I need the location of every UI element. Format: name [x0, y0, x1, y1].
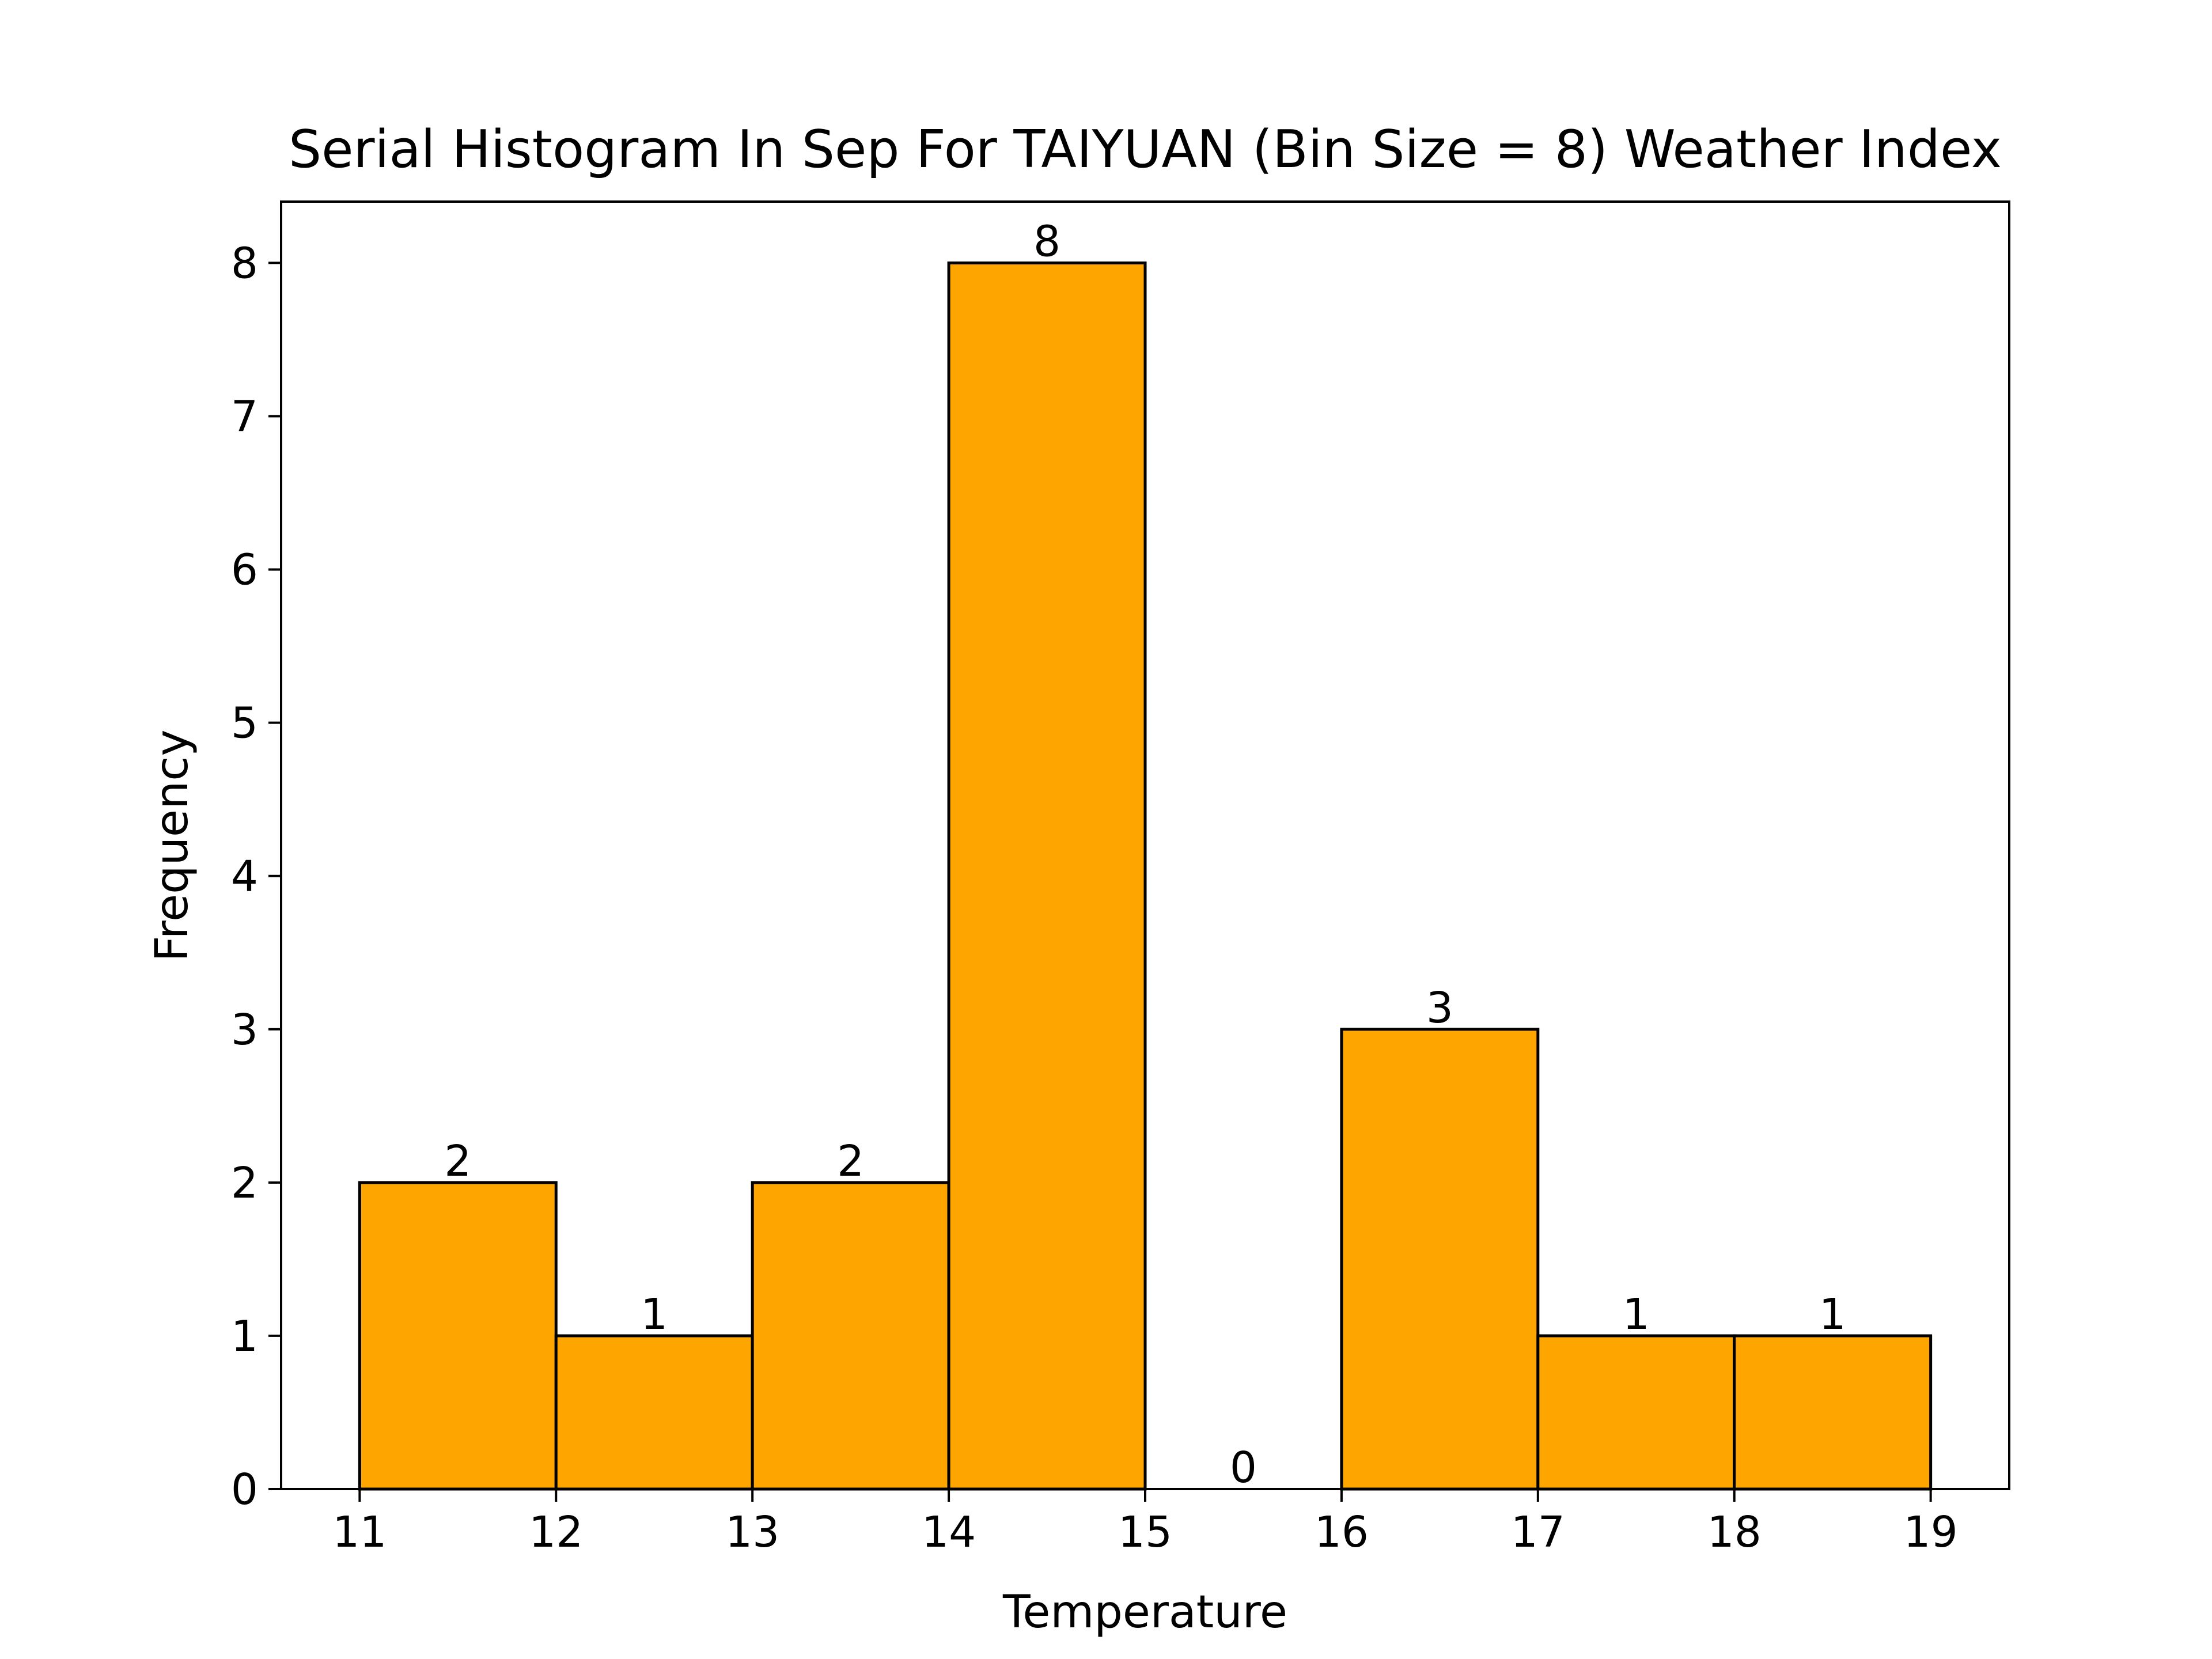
y-tick-label-3: 3: [231, 1005, 258, 1055]
chart-title: Serial Histogram In Sep For TAIYUAN (Bin…: [289, 119, 2002, 180]
bar-label-0: 2: [444, 1137, 471, 1186]
bar-5: [1340, 1028, 1540, 1491]
bar-label-2: 2: [837, 1137, 864, 1186]
bar-label-6: 1: [1623, 1290, 1650, 1339]
bar-2: [751, 1181, 950, 1491]
bar-1: [554, 1334, 754, 1491]
y-tick-label-6: 6: [231, 546, 258, 595]
bar-label-1: 1: [641, 1290, 668, 1339]
x-tick-label-7: 18: [1707, 1508, 1762, 1557]
y-tick-label-7: 7: [231, 392, 258, 442]
bar-7: [1733, 1334, 1933, 1491]
y-tick-label-4: 4: [231, 852, 258, 902]
y-tick-label-0: 0: [231, 1465, 258, 1514]
bar-6: [1536, 1334, 1736, 1491]
y-axis: 0 1 2 3 4 5 6 7 8: [231, 238, 281, 1514]
bar-label-4: 0: [1230, 1443, 1257, 1493]
bars-layer: [358, 261, 1933, 1491]
bar-labels-layer: 2 1 2 8 0 3 1 1: [444, 217, 1846, 1493]
x-tick-label-2: 13: [725, 1508, 779, 1557]
x-tick-label-1: 12: [529, 1508, 583, 1557]
bar-label-7: 1: [1819, 1290, 1846, 1339]
bar-label-3: 8: [1033, 217, 1060, 266]
y-tick-label-8: 8: [231, 238, 258, 288]
bar-0: [358, 1181, 558, 1491]
bar-3: [947, 261, 1147, 1491]
x-axis-label: Temperature: [1002, 1586, 1287, 1638]
x-tick-label-0: 11: [332, 1508, 387, 1557]
bar-label-5: 3: [1426, 983, 1453, 1033]
y-tick-label-1: 1: [231, 1312, 258, 1361]
x-tick-label-5: 16: [1315, 1508, 1369, 1557]
x-tick-label-4: 15: [1118, 1508, 1172, 1557]
x-tick-label-6: 17: [1511, 1508, 1565, 1557]
x-tick-label-3: 14: [922, 1508, 976, 1557]
x-tick-label-8: 19: [1904, 1508, 1958, 1557]
x-axis: 11 12 13 14 15 16 17 18 19: [332, 1489, 1958, 1557]
y-axis-label: Frequency: [146, 730, 198, 962]
y-tick-label-5: 5: [231, 699, 258, 748]
y-tick-label-2: 2: [231, 1158, 258, 1208]
